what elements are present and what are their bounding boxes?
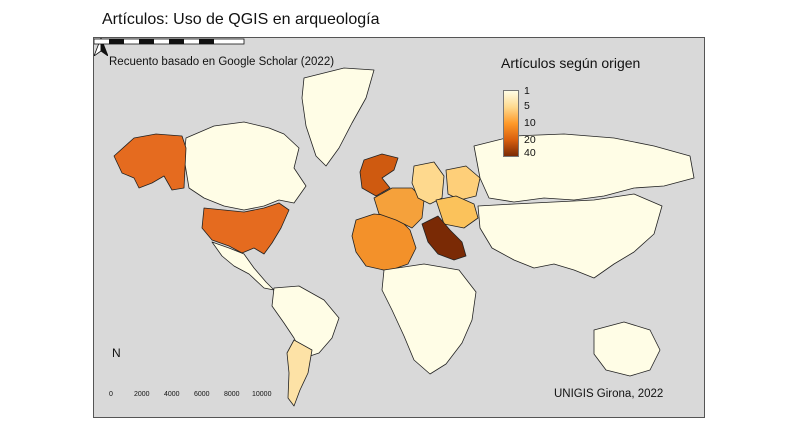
region-usa <box>201 202 290 255</box>
world-map <box>113 67 695 407</box>
map-title: Artículos: Uso de QGIS en arqueología <box>102 11 380 28</box>
scale-label: 8000 <box>224 391 240 398</box>
region-uk <box>359 153 399 197</box>
north-label: N <box>112 346 121 360</box>
legend-color-ramp <box>503 90 519 157</box>
legend-tick: 20 <box>524 134 536 146</box>
legend-tick: 1 <box>524 85 530 97</box>
scale-label: 10000 <box>252 391 272 398</box>
region-poland <box>445 165 481 201</box>
legend-tick: 40 <box>524 147 536 159</box>
scale-label: 4000 <box>164 391 180 398</box>
region-asia <box>477 193 663 279</box>
region-argentina <box>286 339 313 407</box>
region-south-america <box>271 285 340 359</box>
region-canada <box>183 121 307 211</box>
legend-title: Artículos según origen <box>501 55 641 71</box>
region-alaska <box>113 133 187 191</box>
region-france <box>373 187 425 229</box>
region-greenland <box>301 67 375 167</box>
scale-label: 6000 <box>194 391 210 398</box>
scale-bar <box>94 38 245 45</box>
region-australia <box>593 321 661 377</box>
map-frame: Recuento basado en Google Scholar (2022)… <box>93 37 705 418</box>
map-credit: UNIGIS Girona, 2022 <box>554 388 664 400</box>
region-africa <box>381 263 477 375</box>
scale-label: 2000 <box>134 391 150 398</box>
region-italy <box>421 215 467 261</box>
scale-label: 0 <box>109 391 113 398</box>
legend-tick: 10 <box>524 117 536 129</box>
legend-tick: 5 <box>524 100 530 112</box>
map-subtitle: Recuento basado en Google Scholar (2022) <box>109 56 335 68</box>
region-russia <box>473 133 695 203</box>
